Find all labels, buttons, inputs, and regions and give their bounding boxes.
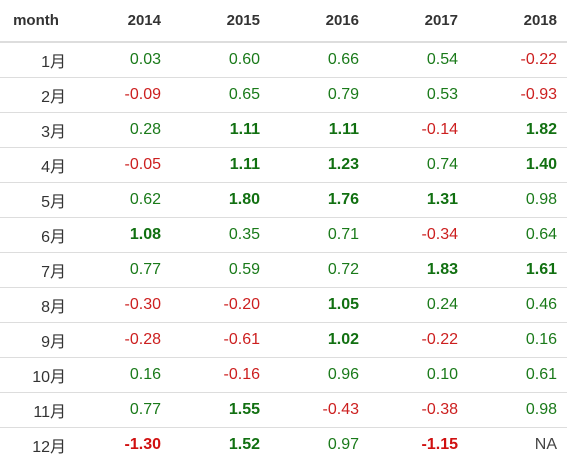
table-row: 2月 -0.09 0.65 0.79 0.53 -0.93 bbox=[0, 77, 567, 113]
month-cell: 4月 bbox=[0, 147, 72, 183]
value-cell-2017: 1.83 bbox=[369, 252, 468, 288]
value-cell-2014: -0.30 bbox=[72, 287, 171, 323]
value-cell-2015: 1.52 bbox=[228, 436, 260, 453]
month-cell: 12月 bbox=[32, 439, 66, 456]
value-cell-2014: 1.08 bbox=[72, 217, 171, 253]
value-cell-2014: 0.62 bbox=[72, 182, 171, 218]
value-cell-2017: 0.10 bbox=[369, 357, 468, 393]
table-row: 11月 0.77 1.55 -0.43 -0.38 0.98 bbox=[0, 392, 567, 428]
value-cell-2016: 0.97 bbox=[327, 436, 359, 453]
column-header-2016: 2016 bbox=[270, 0, 369, 43]
value-cell-2016: 1.02 bbox=[270, 322, 369, 358]
value-cell-2014: 0.03 bbox=[72, 42, 171, 78]
value-cell-2016: 0.71 bbox=[270, 217, 369, 253]
month-cell: 3月 bbox=[0, 112, 72, 148]
value-cell-2014: -0.05 bbox=[72, 147, 171, 183]
table-row: 3月 0.28 1.11 1.11 -0.14 1.82 bbox=[0, 112, 567, 148]
table-row: 8月 -0.30 -0.20 1.05 0.24 0.46 bbox=[0, 287, 567, 323]
value-cell-2014: -0.09 bbox=[72, 77, 171, 113]
value-cell-2016: 0.72 bbox=[270, 252, 369, 288]
value-cell-2017: -0.14 bbox=[369, 112, 468, 148]
value-cell-2017: 0.54 bbox=[369, 42, 468, 78]
column-header-2015: 2015 bbox=[171, 0, 270, 43]
value-cell-2016: 0.79 bbox=[270, 77, 369, 113]
month-cell: 1月 bbox=[0, 42, 72, 78]
value-cell-2018: NA bbox=[534, 436, 557, 453]
value-cell-2015: 1.80 bbox=[171, 182, 270, 218]
month-cell: 5月 bbox=[0, 182, 72, 218]
value-cell-2017: 0.24 bbox=[369, 287, 468, 323]
value-cell-2018: 0.61 bbox=[468, 357, 567, 393]
value-cell-2015: 1.11 bbox=[171, 112, 270, 148]
value-cell-2018: 1.40 bbox=[468, 147, 567, 183]
value-cell-2016: 0.66 bbox=[270, 42, 369, 78]
value-cell-2018: -0.22 bbox=[468, 42, 567, 78]
table-row: 4月 -0.05 1.11 1.23 0.74 1.40 bbox=[0, 147, 567, 183]
table-row: 1月 0.03 0.60 0.66 0.54 -0.22 bbox=[0, 42, 567, 78]
table-header: month 2014 2015 2016 2017 2018 bbox=[0, 0, 567, 43]
month-cell: 7月 bbox=[0, 252, 72, 288]
value-cell-2015: 1.11 bbox=[171, 147, 270, 183]
table-body: 1月 0.03 0.60 0.66 0.54 -0.22 2月 -0.09 0.65 0.79 0.… bbox=[0, 42, 567, 462]
value-cell-2016: 1.05 bbox=[270, 287, 369, 323]
value-cell-2018: -0.93 bbox=[468, 77, 567, 113]
column-header-month: month bbox=[0, 0, 72, 43]
table-row: 5月 0.62 1.80 1.76 1.31 0.98 bbox=[0, 182, 567, 218]
table-row: 7月 0.77 0.59 0.72 1.83 1.61 bbox=[0, 252, 567, 288]
value-cell-2015: 0.60 bbox=[171, 42, 270, 78]
month-cell: 9月 bbox=[0, 322, 72, 358]
value-cell-2017: 0.53 bbox=[369, 77, 468, 113]
value-cell-2018: 0.16 bbox=[468, 322, 567, 358]
value-cell-2015: 0.59 bbox=[171, 252, 270, 288]
value-cell-2015: -0.16 bbox=[171, 357, 270, 393]
value-cell-2017: -0.38 bbox=[369, 392, 468, 428]
value-cell-2014: -0.28 bbox=[72, 322, 171, 358]
value-cell-2015: 1.55 bbox=[171, 392, 270, 428]
value-cell-2015: 0.35 bbox=[171, 217, 270, 253]
month-cell: 10月 bbox=[0, 357, 72, 393]
value-cell-2016: 0.96 bbox=[270, 357, 369, 393]
column-header-2017: 2017 bbox=[369, 0, 468, 43]
value-cell-2017: -1.15 bbox=[421, 436, 458, 453]
value-cell-2014: 0.77 bbox=[72, 392, 171, 428]
value-cell-2017: -0.22 bbox=[369, 322, 468, 358]
value-cell-2014: -1.30 bbox=[124, 436, 161, 453]
value-cell-2018: 0.98 bbox=[468, 182, 567, 218]
value-cell-2017: 1.31 bbox=[369, 182, 468, 218]
value-cell-2016: 1.76 bbox=[270, 182, 369, 218]
value-cell-2018: 0.98 bbox=[468, 392, 567, 428]
value-cell-2016: -0.43 bbox=[270, 392, 369, 428]
month-cell: 8月 bbox=[0, 287, 72, 323]
value-cell-2014: 0.77 bbox=[72, 252, 171, 288]
value-cell-2016: 1.23 bbox=[270, 147, 369, 183]
column-header-2018: 2018 bbox=[468, 0, 567, 43]
header-row: month 2014 2015 2016 2017 2018 bbox=[0, 0, 567, 43]
value-cell-2015: -0.61 bbox=[171, 322, 270, 358]
value-cell-2018: 1.82 bbox=[468, 112, 567, 148]
returns-table: month 2014 2015 2016 2017 2018 1月 0.03 0.6… bbox=[0, 0, 567, 462]
value-cell-2016: 1.11 bbox=[270, 112, 369, 148]
value-cell-2018: 1.61 bbox=[468, 252, 567, 288]
table-row: 12月 -1.30 1.52 0.97 -1.15 NA bbox=[0, 428, 567, 463]
value-cell-2018: 0.46 bbox=[468, 287, 567, 323]
value-cell-2014: 0.16 bbox=[72, 357, 171, 393]
table-row: 9月 -0.28 -0.61 1.02 -0.22 0.16 bbox=[0, 322, 567, 358]
table-row: 6月 1.08 0.35 0.71 -0.34 0.64 bbox=[0, 217, 567, 253]
month-cell: 6月 bbox=[0, 217, 72, 253]
value-cell-2017: -0.34 bbox=[369, 217, 468, 253]
month-cell: 2月 bbox=[0, 77, 72, 113]
value-cell-2015: -0.20 bbox=[171, 287, 270, 323]
column-header-2014: 2014 bbox=[72, 0, 171, 43]
value-cell-2018: 0.64 bbox=[468, 217, 567, 253]
value-cell-2014: 0.28 bbox=[72, 112, 171, 148]
table-row: 10月 0.16 -0.16 0.96 0.10 0.61 bbox=[0, 357, 567, 393]
value-cell-2015: 0.65 bbox=[171, 77, 270, 113]
month-cell: 11月 bbox=[0, 392, 72, 428]
value-cell-2017: 0.74 bbox=[369, 147, 468, 183]
